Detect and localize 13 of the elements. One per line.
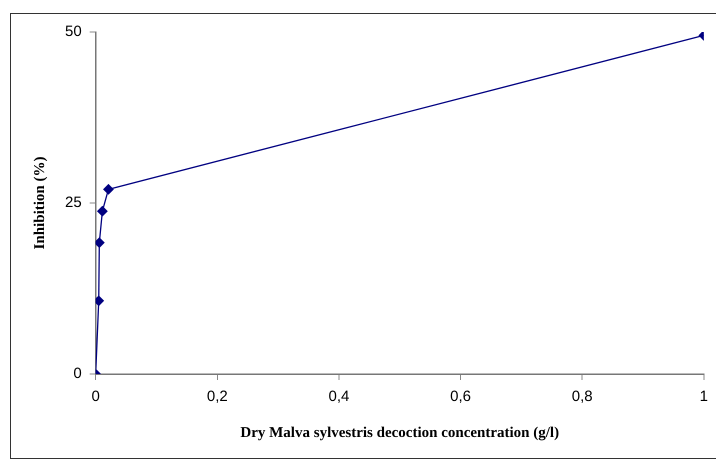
y-tick-label: 50: [64, 23, 82, 40]
x-tick-label: 1: [700, 388, 708, 406]
y-tick-label: 0: [73, 365, 82, 382]
x-axis-title: Dry Malva sylvestris decoction concentration (g/l): [240, 424, 560, 441]
x-tick-label: 0,8: [572, 388, 593, 406]
point: [96, 296, 104, 306]
x-tick-label: 0,4: [328, 388, 350, 406]
y-tick-label: 25: [64, 194, 82, 212]
y-axis-title: Inhibition (%): [32, 156, 48, 250]
x-tick-label: 0: [92, 388, 100, 406]
point: [96, 238, 104, 248]
x-tick-label: 0,2: [206, 388, 228, 406]
x-tick-label: 0,6: [450, 388, 471, 406]
